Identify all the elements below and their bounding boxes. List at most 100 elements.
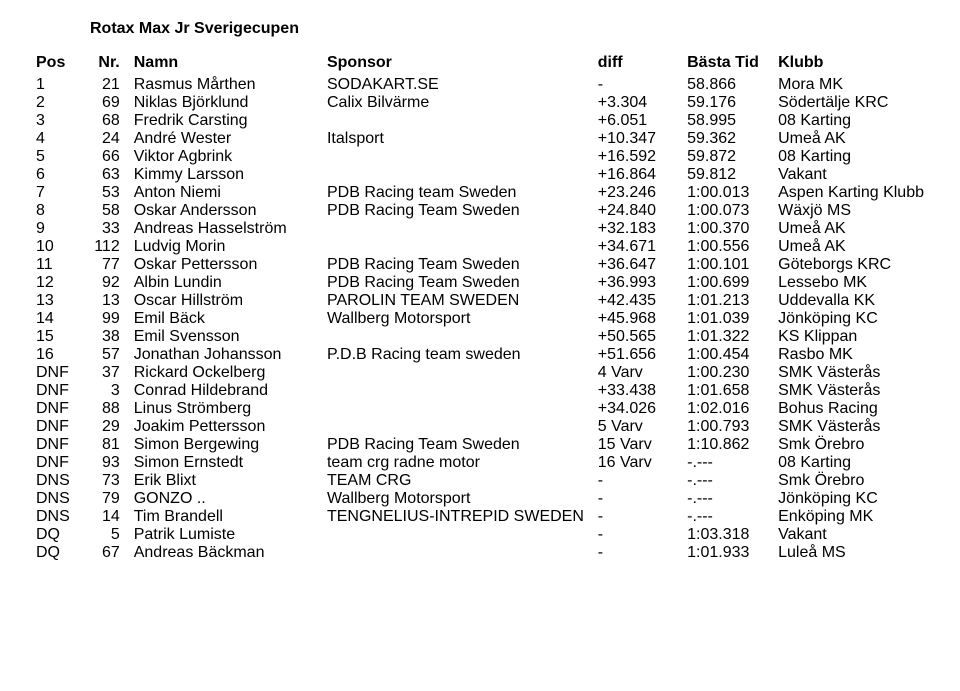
- cell-klubb: Aspen Karting Klubb: [772, 184, 930, 202]
- table-row: 858Oskar AnderssonPDB Racing Team Sweden…: [30, 202, 930, 220]
- cell-namn: Rickard Ockelberg: [128, 364, 321, 382]
- cell-pos: 2: [30, 94, 82, 112]
- table-row: 753Anton NiemiPDB Racing team Sweden+23.…: [30, 184, 930, 202]
- cell-namn: Albin Lundin: [128, 274, 321, 292]
- cell-nr: 66: [82, 148, 128, 166]
- cell-sponsor: PDB Racing team Sweden: [321, 184, 592, 202]
- cell-sponsor: [321, 526, 592, 544]
- cell-diff: +32.183: [592, 220, 681, 238]
- cell-pos: DQ: [30, 526, 82, 544]
- cell-klubb: KS Klippan: [772, 328, 930, 346]
- cell-pos: 16: [30, 346, 82, 364]
- cell-pos: 3: [30, 112, 82, 130]
- table-row: 368Fredrik Carsting+6.05158.99508 Kartin…: [30, 112, 930, 130]
- cell-tid: 1:10.862: [681, 436, 772, 454]
- cell-tid: 1:01.658: [681, 382, 772, 400]
- cell-diff: -: [592, 526, 681, 544]
- table-row: 269Niklas BjörklundCalix Bilvärme+3.3045…: [30, 94, 930, 112]
- cell-namn: Andreas Hasselström: [128, 220, 321, 238]
- cell-namn: Joakim Pettersson: [128, 418, 321, 436]
- cell-namn: GONZO ..: [128, 490, 321, 508]
- table-row: DNF93Simon Ernstedtteam crg radne motor1…: [30, 454, 930, 472]
- cell-klubb: Rasbo MK: [772, 346, 930, 364]
- table-row: DNS73Erik BlixtTEAM CRG--.---Smk Örebro: [30, 472, 930, 490]
- cell-tid: -.---: [681, 454, 772, 472]
- cell-diff: +42.435: [592, 292, 681, 310]
- cell-klubb: 08 Karting: [772, 112, 930, 130]
- cell-tid: 58.866: [681, 76, 772, 94]
- cell-nr: 5: [82, 526, 128, 544]
- table-row: 1313Oscar HillströmPAROLIN TEAM SWEDEN+4…: [30, 292, 930, 310]
- cell-namn: Fredrik Carsting: [128, 112, 321, 130]
- cell-tid: -.---: [681, 508, 772, 526]
- cell-namn: Jonathan Johansson: [128, 346, 321, 364]
- cell-pos: 7: [30, 184, 82, 202]
- cell-diff: 5 Varv: [592, 418, 681, 436]
- cell-pos: 8: [30, 202, 82, 220]
- cell-diff: +45.968: [592, 310, 681, 328]
- cell-sponsor: PDB Racing Team Sweden: [321, 202, 592, 220]
- table-row: 121Rasmus MårthenSODAKART.SE-58.866Mora …: [30, 76, 930, 94]
- cell-diff: -: [592, 544, 681, 562]
- cell-klubb: SMK Västerås: [772, 382, 930, 400]
- table-row: 663Kimmy Larsson+16.86459.812Vakant: [30, 166, 930, 184]
- cell-pos: DNF: [30, 418, 82, 436]
- cell-namn: Simon Bergewing: [128, 436, 321, 454]
- table-row: DNF81Simon BergewingPDB Racing Team Swed…: [30, 436, 930, 454]
- cell-klubb: Smk Örebro: [772, 436, 930, 454]
- cell-klubb: Göteborgs KRC: [772, 256, 930, 274]
- header-pos: Pos: [30, 54, 82, 76]
- cell-pos: 14: [30, 310, 82, 328]
- cell-tid: 59.812: [681, 166, 772, 184]
- cell-nr: 73: [82, 472, 128, 490]
- cell-diff: +24.840: [592, 202, 681, 220]
- cell-sponsor: [321, 238, 592, 256]
- cell-nr: 88: [82, 400, 128, 418]
- cell-pos: 1: [30, 76, 82, 94]
- cell-nr: 63: [82, 166, 128, 184]
- cell-diff: +51.656: [592, 346, 681, 364]
- cell-namn: Emil Bäck: [128, 310, 321, 328]
- cell-sponsor: [321, 400, 592, 418]
- cell-sponsor: [321, 328, 592, 346]
- cell-sponsor: P.D.B Racing team sweden: [321, 346, 592, 364]
- cell-pos: 10: [30, 238, 82, 256]
- cell-namn: Andreas Bäckman: [128, 544, 321, 562]
- cell-sponsor: [321, 220, 592, 238]
- cell-diff: +6.051: [592, 112, 681, 130]
- cell-tid: 1:00.370: [681, 220, 772, 238]
- cell-diff: 15 Varv: [592, 436, 681, 454]
- cell-tid: 1:01.933: [681, 544, 772, 562]
- cell-klubb: Uddevalla KK: [772, 292, 930, 310]
- cell-klubb: Umeå AK: [772, 130, 930, 148]
- cell-diff: +34.026: [592, 400, 681, 418]
- cell-sponsor: [321, 418, 592, 436]
- cell-pos: 12: [30, 274, 82, 292]
- cell-sponsor: TEAM CRG: [321, 472, 592, 490]
- cell-diff: +36.993: [592, 274, 681, 292]
- table-row: 1177Oskar PetterssonPDB Racing Team Swed…: [30, 256, 930, 274]
- cell-sponsor: PDB Racing Team Sweden: [321, 436, 592, 454]
- cell-nr: 13: [82, 292, 128, 310]
- cell-diff: -: [592, 508, 681, 526]
- cell-pos: DNS: [30, 508, 82, 526]
- cell-klubb: Enköping MK: [772, 508, 930, 526]
- table-row: 424André WesterItalsport+10.34759.362Ume…: [30, 130, 930, 148]
- cell-klubb: 08 Karting: [772, 148, 930, 166]
- cell-tid: 1:00.793: [681, 418, 772, 436]
- table-row: DNF37Rickard Ockelberg4 Varv1:00.230SMK …: [30, 364, 930, 382]
- cell-nr: 92: [82, 274, 128, 292]
- table-row: DNF29Joakim Pettersson5 Varv1:00.793SMK …: [30, 418, 930, 436]
- cell-pos: 9: [30, 220, 82, 238]
- cell-klubb: Vakant: [772, 526, 930, 544]
- cell-pos: DNF: [30, 364, 82, 382]
- cell-sponsor: TENGNELIUS-INTREPID SWEDEN: [321, 508, 592, 526]
- cell-nr: 79: [82, 490, 128, 508]
- cell-nr: 3: [82, 382, 128, 400]
- cell-nr: 57: [82, 346, 128, 364]
- cell-namn: Anton Niemi: [128, 184, 321, 202]
- cell-klubb: Jönköping KC: [772, 490, 930, 508]
- cell-pos: DNF: [30, 400, 82, 418]
- cell-tid: 1:00.101: [681, 256, 772, 274]
- cell-tid: 58.995: [681, 112, 772, 130]
